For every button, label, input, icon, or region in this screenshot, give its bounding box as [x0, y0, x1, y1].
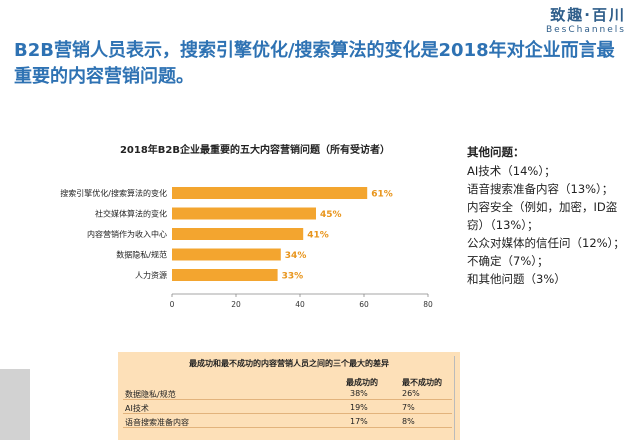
x-tick-label: 80	[423, 300, 433, 309]
category-label: 内容营销作为收入中心	[87, 229, 167, 239]
x-tick-label: 60	[359, 300, 369, 309]
column-header-most-successful: 最成功的	[346, 378, 378, 387]
comparison-panel: 最成功和最不成功的内容营销人员之间的三个最大的差异 最成功的 最不成功的 数据隐…	[118, 352, 460, 440]
page-headline: B2B营销人员表示，搜索引擎优化/搜索算法的变化是2018年对企业而言最重要的内…	[14, 40, 615, 87]
row-label: 语音搜索准备内容	[125, 418, 189, 427]
x-tick-label: 40	[295, 300, 305, 309]
x-tick-label: 20	[231, 300, 241, 309]
least-successful-value: 26%	[402, 389, 420, 398]
bar	[172, 228, 304, 240]
other-issues-line: 窃）（13%）；	[467, 218, 539, 232]
brand-name: 致趣·百川	[550, 6, 626, 24]
row-divider	[123, 399, 452, 400]
category-label: 搜索引擎优化/搜索算法的变化	[60, 188, 167, 198]
table-row: 数据隐私/规范 38% 26%	[118, 387, 460, 400]
other-issues-note: 其他问题： AI技术（14%）； 语音搜索准备内容（13%）； 内容安全（例如，…	[467, 143, 625, 288]
table-row: 语音搜索准备内容 17% 8%	[118, 415, 460, 428]
chart-title: 2018年B2B企业最重要的五大内容营销问题（所有受访者）	[119, 145, 391, 156]
other-issues-line: 不确定（7%）；	[467, 254, 549, 268]
most-successful-value: 38%	[350, 389, 368, 398]
other-issues-line: 内容安全（例如，加密，ID盗	[467, 200, 618, 214]
other-issues-line: AI技术（14%）；	[467, 164, 556, 178]
least-successful-value: 8%	[402, 417, 415, 426]
other-issues-line: 公众对媒体的信任问（12%）；	[467, 236, 625, 250]
row-label: 数据隐私/规范	[125, 390, 176, 399]
brand-logo: 致趣·百川 BesChannels	[546, 4, 626, 35]
data-label: 34%	[285, 251, 307, 261]
category-label: 数据隐私/规范	[116, 250, 167, 260]
other-issues-line: 语音搜索准备内容（13%）；	[467, 182, 614, 196]
bar	[172, 248, 281, 261]
bar	[172, 207, 316, 220]
category-label: 人力资源	[135, 270, 167, 280]
data-label: 41%	[307, 231, 329, 241]
most-successful-value: 17%	[350, 417, 368, 426]
other-issues-title: 其他问题：	[467, 145, 525, 159]
comparison-title: 最成功和最不成功的内容营销人员之间的三个最大的差异	[189, 359, 389, 368]
category-label: 社交媒体算法的变化	[95, 209, 167, 219]
row-divider	[123, 427, 452, 428]
brand-subtitle: BesChannels	[545, 25, 626, 35]
x-tick-label: 0	[170, 300, 175, 309]
other-issues-line: 和其他问题（3%）	[467, 272, 566, 286]
vertical-divider	[454, 356, 455, 440]
bar	[172, 187, 368, 199]
decorative-gray-block	[0, 369, 30, 440]
bar	[172, 269, 278, 281]
data-label: 61%	[371, 190, 393, 200]
row-divider	[123, 413, 452, 414]
data-label: 45%	[320, 210, 342, 220]
least-successful-value: 7%	[402, 403, 415, 412]
table-row: AI技术 19% 7%	[118, 401, 460, 414]
most-successful-value: 19%	[350, 403, 368, 412]
column-header-least-successful: 最不成功的	[402, 378, 442, 387]
data-label: 33%	[282, 272, 304, 282]
row-label: AI技术	[125, 404, 149, 413]
